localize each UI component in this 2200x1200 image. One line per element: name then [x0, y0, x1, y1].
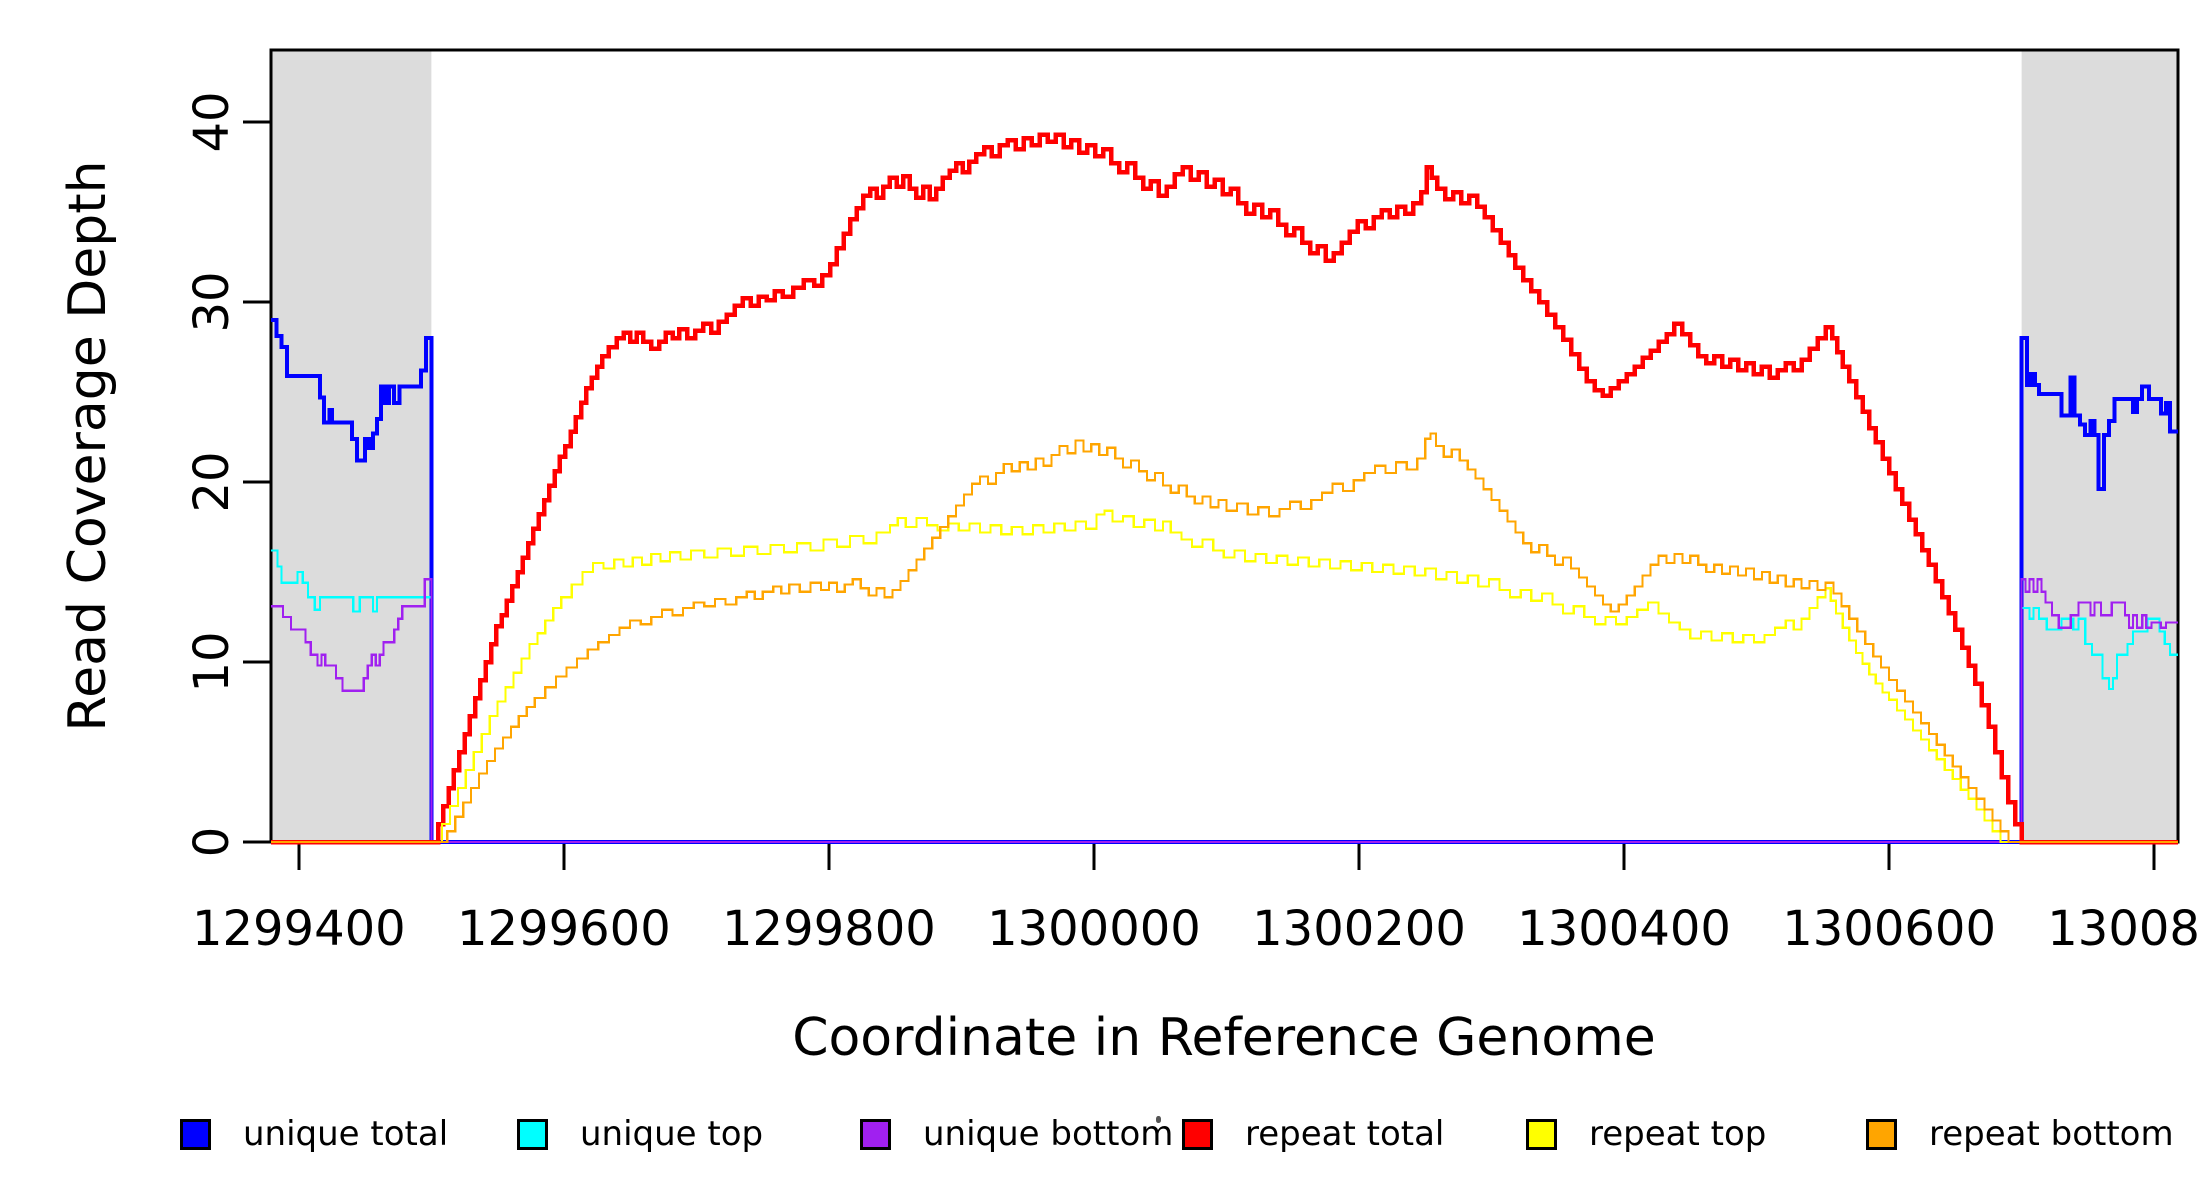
x-tick-label: 1300800	[2047, 901, 2200, 957]
x-tick-label: 1300400	[1517, 901, 1731, 957]
plot-box	[269, 48, 2180, 844]
shaded-region-left	[271, 50, 432, 842]
x-tick-label: 1299800	[722, 901, 936, 957]
y-tick-label: 40	[184, 91, 240, 152]
y-tick-label: 10	[184, 631, 240, 692]
x-tick-label: 1300000	[987, 901, 1201, 957]
stray-dot	[1156, 1116, 1161, 1123]
series-line-unique-bottom	[271, 578, 2178, 844]
y-axis-title: Read Coverage Depth	[58, 160, 118, 732]
x-axis-title: Coordinate in Reference Genome	[792, 1008, 1656, 1068]
x-tick-label: 1299400	[192, 901, 406, 957]
y-tick-label: 0	[184, 827, 240, 858]
y-tick-label: 30	[184, 271, 240, 332]
x-tick-label: 1300600	[1782, 901, 1996, 957]
series-line-unique-total	[271, 318, 2178, 844]
x-tick-label: 1300200	[1252, 901, 1466, 957]
series-line-repeat-top	[271, 509, 2178, 844]
x-tick-label: 1299600	[457, 901, 671, 957]
y-tick-label: 20	[184, 451, 240, 512]
series-line-repeat-bottom	[271, 432, 2178, 844]
series-line-unique-top	[271, 549, 2178, 844]
series-line-repeat-total	[271, 132, 2178, 845]
